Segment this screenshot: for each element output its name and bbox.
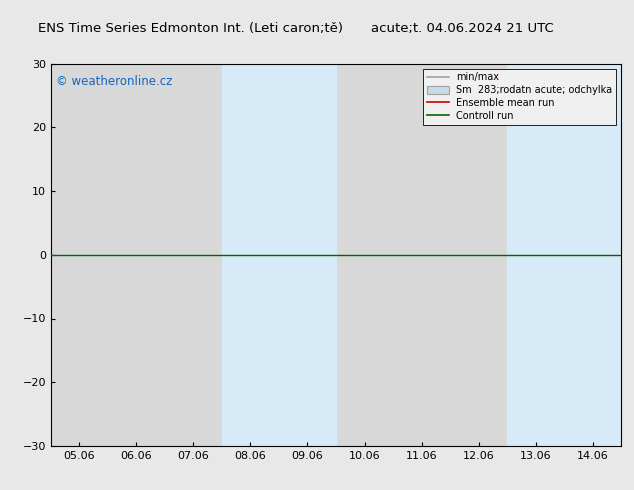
Bar [222,64,336,446]
Text: © weatheronline.cz: © weatheronline.cz [56,75,173,88]
Text: acute;t. 04.06.2024 21 UTC: acute;t. 04.06.2024 21 UTC [372,22,554,35]
Legend: min/max, Sm  283;rodatn acute; odchylka, Ensemble mean run, Controll run: min/max, Sm 283;rodatn acute; odchylka, … [424,69,616,125]
Text: ENS Time Series Edmonton Int. (Leti caron;tě): ENS Time Series Edmonton Int. (Leti caro… [37,22,343,35]
Bar [507,64,621,446]
